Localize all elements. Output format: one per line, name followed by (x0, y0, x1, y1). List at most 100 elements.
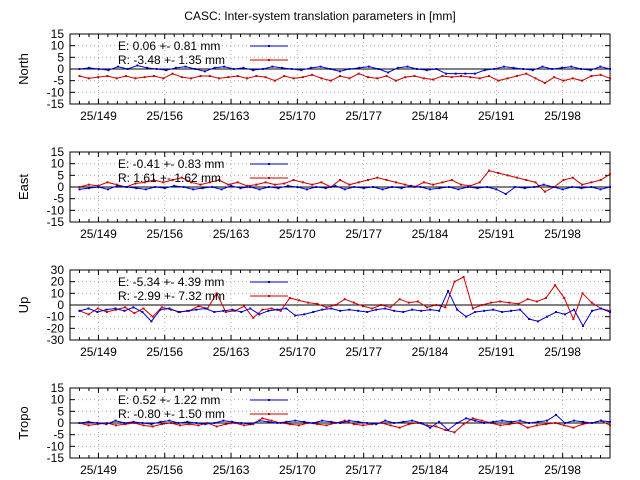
data-point-R (252, 423, 255, 426)
data-point-E (240, 422, 243, 424)
data-point-E (267, 420, 270, 423)
data-point-R (422, 181, 425, 184)
data-point-E (239, 187, 242, 190)
y-tick-label: -30 (47, 333, 65, 347)
data-point-R (199, 75, 202, 77)
data-point-R (426, 306, 429, 309)
data-point-R (316, 302, 319, 305)
data-point-E (599, 65, 602, 68)
data-point-R (543, 82, 546, 84)
data-point-R (398, 298, 401, 301)
data-point-E (230, 184, 233, 187)
data-point-R (398, 426, 401, 429)
data-point-E (546, 315, 549, 318)
data-point-R (252, 316, 255, 319)
data-point-R (426, 424, 429, 427)
legend-marker-R (268, 59, 270, 61)
data-point-R (316, 423, 319, 426)
data-point-R (311, 73, 314, 76)
x-tick-label: 25/177 (345, 345, 382, 359)
data-point-E (384, 307, 387, 310)
data-point-E (258, 419, 261, 422)
y-tick-label: 5 (57, 50, 64, 64)
data-point-E (231, 308, 234, 311)
data-point-R (307, 422, 310, 424)
data-point-E (501, 311, 504, 313)
data-point-E (258, 188, 261, 191)
data-point-R (488, 75, 491, 77)
data-point-E (78, 188, 81, 191)
x-tick-label: 25/198 (544, 463, 581, 477)
data-point-R (554, 284, 557, 287)
data-point-E (150, 423, 153, 426)
data-point-E (123, 309, 126, 312)
x-tick-label: 25/191 (478, 463, 515, 477)
x-tick-label: 25/156 (146, 345, 183, 359)
data-point-E (116, 184, 119, 187)
data-point-E (582, 325, 585, 327)
data-point-R (416, 422, 419, 424)
data-point-R (526, 426, 529, 429)
data-point-R (376, 176, 379, 179)
data-point-R (96, 423, 99, 426)
data-point-R (334, 304, 337, 306)
y-tick-label: 5 (57, 168, 64, 182)
x-tick-label: 25/198 (544, 345, 581, 359)
y-tick-label: 10 (51, 286, 65, 300)
data-point-R (243, 424, 246, 427)
data-point-E (96, 311, 99, 313)
data-point-E (276, 308, 279, 311)
data-point-E (501, 419, 504, 422)
data-point-E (402, 420, 405, 423)
x-tick-label: 25/191 (478, 345, 515, 359)
data-point-E (590, 186, 593, 188)
data-point-E (271, 65, 274, 68)
data-point-E (290, 68, 293, 70)
x-tick-label: 25/156 (146, 109, 183, 123)
data-point-E (312, 422, 315, 424)
data-point-R (227, 183, 230, 186)
data-point-E (456, 308, 459, 311)
data-point-E (411, 419, 414, 422)
data-point-E (375, 423, 378, 426)
data-point-R (215, 292, 218, 295)
data-point-E (339, 309, 342, 312)
data-point-E (560, 66, 563, 69)
data-point-R (233, 422, 236, 424)
data-point-E (324, 187, 327, 190)
data-point-R (218, 179, 221, 181)
data-point-R (563, 424, 566, 427)
data-point-E (546, 419, 549, 422)
data-point-E (87, 307, 90, 310)
data-point-R (599, 179, 602, 181)
data-point-R (320, 77, 323, 80)
data-point-E (177, 311, 180, 313)
data-point-R (609, 77, 611, 80)
y-tick-label: 30 (51, 263, 65, 277)
data-point-E (541, 65, 544, 68)
data-point-E (348, 68, 351, 70)
legend-entry-E: E: -5.34 +- 4.39 mm (118, 275, 224, 289)
data-point-E (339, 422, 342, 424)
data-point-R (298, 424, 301, 427)
data-point-E (106, 188, 109, 191)
data-point-E (445, 72, 448, 75)
data-point-R (115, 77, 118, 80)
data-point-R (171, 72, 174, 75)
data-point-R (506, 174, 509, 177)
data-point-R (298, 299, 301, 302)
data-point-R (152, 179, 155, 181)
data-point-R (301, 181, 304, 184)
data-point-E (573, 308, 576, 311)
data-point-R (515, 75, 518, 77)
data-point-R (343, 298, 346, 301)
data-point-R (255, 183, 258, 186)
data-point-E (570, 65, 573, 68)
data-point-E (420, 422, 423, 424)
data-point-E (474, 311, 477, 313)
x-tick-label: 25/184 (412, 463, 449, 477)
y-tick-label: -5 (53, 192, 64, 206)
data-point-R (264, 181, 267, 184)
data-point-R (334, 422, 337, 424)
data-point-E (357, 420, 360, 423)
